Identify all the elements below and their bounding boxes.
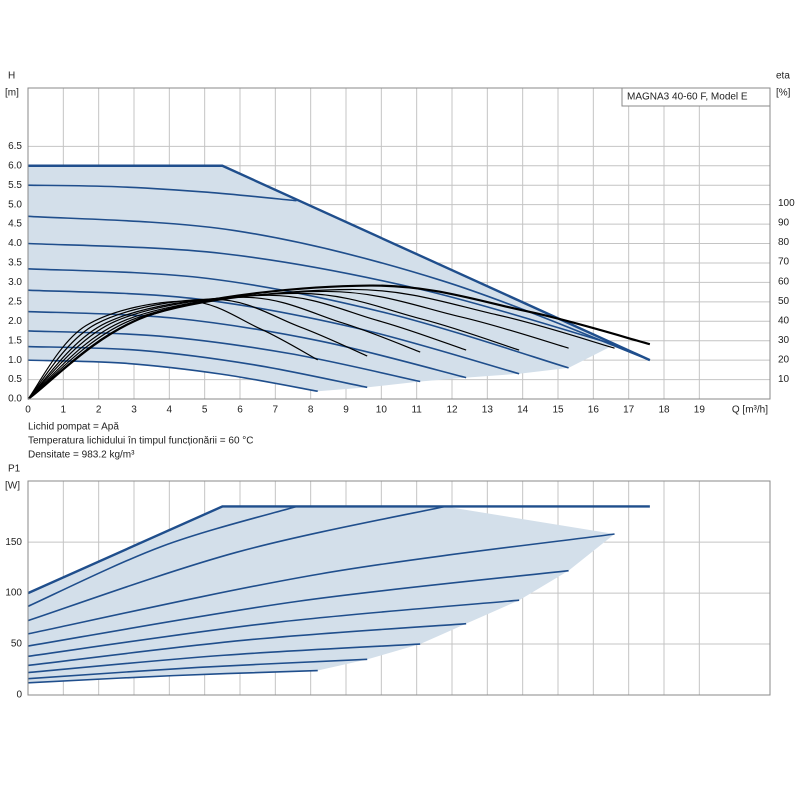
title-box bbox=[621, 87, 771, 107]
y-tick-label: 4.0 bbox=[8, 238, 22, 249]
efficiency-curve bbox=[27, 292, 520, 400]
x-tick-label: 18 bbox=[658, 405, 670, 416]
x-tick-label: 13 bbox=[482, 405, 494, 416]
x-tick-label: 17 bbox=[623, 405, 635, 416]
x-tick-label: 16 bbox=[588, 405, 600, 416]
y-tick-label: 4.5 bbox=[8, 219, 22, 230]
y-tick-label: 2.0 bbox=[8, 316, 22, 327]
speed-curve bbox=[27, 215, 651, 361]
y2-axis-label: eta bbox=[776, 71, 790, 82]
speed-curve bbox=[27, 289, 520, 375]
x-tick-label: 2 bbox=[96, 405, 102, 416]
x-tick-label: 1 bbox=[61, 405, 67, 416]
y2-tick-label: 50 bbox=[778, 296, 790, 307]
x-tick-label: 8 bbox=[308, 405, 314, 416]
speed-curve bbox=[27, 569, 569, 647]
y2-tick-label: 40 bbox=[778, 315, 790, 326]
y2-tick-label: 80 bbox=[778, 237, 790, 248]
x-axis-label: Q [m³/h] bbox=[732, 405, 768, 416]
y-tick-label: 5.5 bbox=[8, 180, 22, 191]
y-tick-label: 1.0 bbox=[8, 355, 22, 366]
speed-curve bbox=[27, 505, 446, 622]
x-tick-label: 7 bbox=[273, 405, 279, 416]
x-tick-label: 4 bbox=[167, 405, 173, 416]
note: Densitate = 983.2 kg/m³ bbox=[28, 450, 135, 461]
y2-tick-label: 70 bbox=[778, 257, 790, 268]
y-tick-label: 3.0 bbox=[8, 277, 22, 288]
x-tick-label: 9 bbox=[343, 405, 349, 416]
y-tick-label: 0.5 bbox=[8, 374, 22, 385]
y-tick-label: 150 bbox=[5, 537, 22, 548]
speed-curve bbox=[27, 533, 615, 635]
y-tick-label: 0.0 bbox=[8, 394, 22, 405]
y2-tick-label: 60 bbox=[778, 276, 790, 287]
speed-curve bbox=[27, 658, 368, 680]
speed-curve bbox=[27, 184, 297, 202]
y-tick-label: 6.0 bbox=[8, 160, 22, 171]
y-tick-label: 6.5 bbox=[8, 141, 22, 152]
plot-frame bbox=[27, 480, 771, 696]
x-tick-label: 15 bbox=[552, 405, 564, 416]
x-tick-label: 11 bbox=[411, 405, 422, 416]
speed-curve bbox=[27, 669, 318, 684]
speed-curve bbox=[27, 310, 467, 379]
y-tick-label: 0 bbox=[16, 690, 22, 701]
y-tick-label: 50 bbox=[11, 639, 23, 650]
chart-title: MAGNA3 40-60 F, Model E bbox=[627, 92, 748, 103]
y-tick-label: 2.5 bbox=[8, 296, 22, 307]
speed-curve bbox=[27, 643, 421, 674]
y-axis-unit: [W] bbox=[5, 481, 20, 492]
y2-axis-unit: [%] bbox=[776, 88, 791, 99]
y-axis-unit: [m] bbox=[5, 88, 19, 99]
plot-frame bbox=[27, 87, 771, 400]
operating-range bbox=[28, 506, 650, 683]
limit-curve bbox=[28, 164, 651, 362]
x-tick-label: 3 bbox=[131, 405, 137, 416]
y-tick-label: 100 bbox=[5, 588, 22, 599]
x-tick-label: 5 bbox=[202, 405, 208, 416]
speed-curve bbox=[27, 330, 421, 383]
x-tick-label: 6 bbox=[237, 405, 243, 416]
speed-curve bbox=[27, 599, 520, 658]
operating-range bbox=[28, 165, 650, 392]
x-tick-label: 19 bbox=[694, 405, 706, 416]
x-tick-label: 12 bbox=[446, 405, 458, 416]
efficiency-curve bbox=[27, 284, 651, 400]
note: Temperatura lichidului în timpul funcțio… bbox=[28, 436, 254, 447]
y-axis-label: P1 bbox=[8, 464, 21, 475]
x-tick-label: 14 bbox=[517, 405, 529, 416]
y2-tick-label: 100 bbox=[778, 198, 795, 209]
y-axis-label: H bbox=[8, 71, 15, 82]
speed-curve bbox=[27, 622, 467, 667]
y2-tick-label: 30 bbox=[778, 335, 790, 346]
speed-curve bbox=[27, 505, 297, 608]
y2-tick-label: 20 bbox=[778, 355, 790, 366]
note: Lichid pompat = Apă bbox=[28, 422, 119, 433]
x-tick-label: 10 bbox=[376, 405, 388, 416]
speed-curve bbox=[27, 242, 615, 346]
x-tick-label: 0 bbox=[25, 405, 31, 416]
y-tick-label: 1.5 bbox=[8, 335, 22, 346]
y2-tick-label: 90 bbox=[778, 218, 790, 229]
y-tick-label: 3.5 bbox=[8, 258, 22, 269]
efficiency-curve bbox=[27, 290, 569, 400]
y-tick-label: 5.0 bbox=[8, 199, 22, 210]
limit-curve bbox=[27, 505, 650, 595]
y2-tick-label: 10 bbox=[778, 374, 790, 385]
